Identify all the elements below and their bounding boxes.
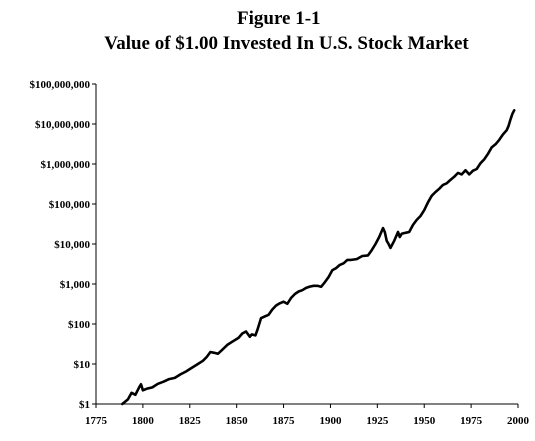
x-axis: 1775 1800 1825 1850 1875 1900 1925 1950 1975 2000 [85,403,530,427]
y-tick-label: $10 [74,359,91,371]
x-tick-label: 2000 [507,415,530,427]
y-tick-label: $1 [79,399,90,411]
x-tick-label: 1925 [366,415,389,427]
y-tick-label: $10,000,000 [35,119,91,131]
x-tick-label: 1975 [460,415,483,427]
y-tick-label: $100 [68,319,91,331]
y-axis: $1 $10 $100 $1,000 $10,000 $100,000 $1,000,000… [30,79,97,411]
x-tick-label: 1775 [85,415,108,427]
x-tick-label: 1800 [132,415,155,427]
x-tick-label: 1850 [226,415,249,427]
series-layer [121,109,516,406]
x-tick-label: 1900 [319,415,342,427]
x-tick-label: 1825 [179,415,202,427]
figure-number: Figure 1-1 [237,8,321,29]
figure-title: Value of $1.00 Invested In U.S. Stock Ma… [104,33,469,54]
y-tick-label: $1,000 [60,279,91,291]
series-line [121,109,516,406]
x-tick-label: 1950 [413,415,436,427]
y-tick-label: $10,000 [54,239,90,251]
x-tick-label: 1875 [273,415,296,427]
y-tick-label: $100,000,000 [30,79,91,91]
y-tick-label: $100,000 [49,199,91,211]
y-tick-label: $1,000,000 [41,159,91,171]
